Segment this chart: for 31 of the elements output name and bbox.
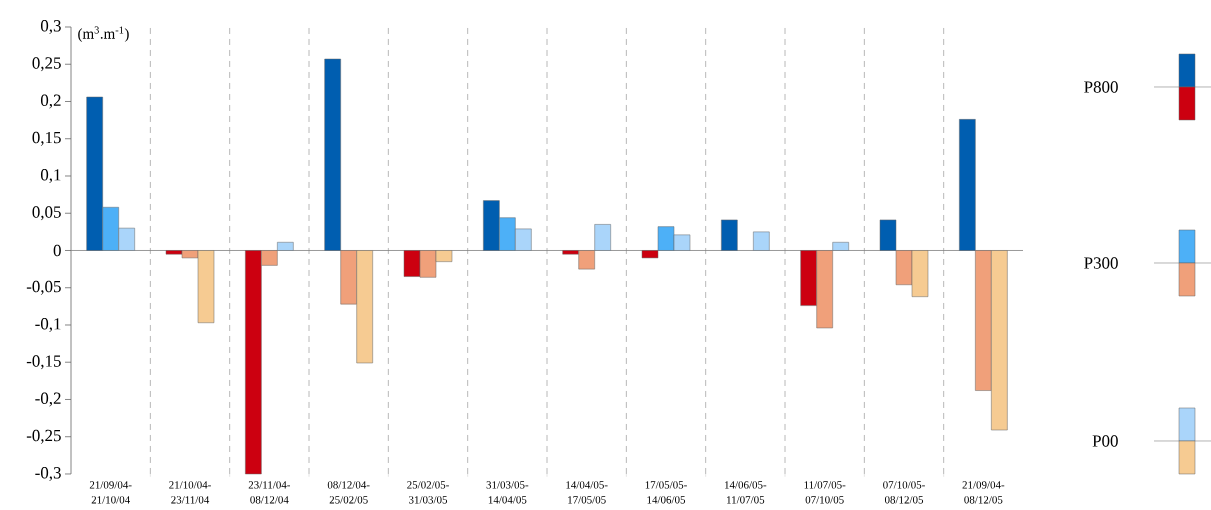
- bar: [721, 219, 738, 251]
- x-tick-label: 08/12/04-25/02/05: [327, 481, 370, 504]
- y-tick-label: -0,1: [35, 318, 61, 332]
- x-tick-label: 17/05/05-14/06/05: [645, 481, 687, 504]
- y-tick-label: 0,1: [40, 169, 61, 183]
- y-tick-label: 0,15: [32, 131, 61, 146]
- y-tick-label: -0,15: [26, 355, 61, 370]
- y-tick-label: -0,05: [26, 280, 61, 295]
- text: P800: [1084, 81, 1118, 93]
- y-tick-label: -0,25: [26, 429, 61, 444]
- x-tick-label: 25/02/05-31/03/05: [407, 481, 449, 504]
- x-tick-label: 21/09/04-21/10/04: [89, 481, 132, 504]
- y-tick-label: 0,25: [32, 57, 61, 72]
- y-axis-title: (m$^{3}$.m$^{-1}$): [78, 26, 129, 42]
- y-tick-label: -0,3: [35, 467, 61, 481]
- x-tick-label: 21/10/04-23/11/04: [169, 481, 211, 504]
- y-tick-label: -0,2: [35, 392, 61, 407]
- x-tick-label: 07/10/05-08/12/05: [883, 481, 925, 504]
- y-tick-label: 0,2: [40, 94, 61, 109]
- text: P300: [1084, 257, 1118, 269]
- x-tick-label: 31/03/05-14/04/05: [486, 481, 529, 504]
- text: P00: [1092, 435, 1118, 447]
- x-tick-label: 21/09/04-08/12/05: [962, 481, 1005, 504]
- y-tick-label: 0: [53, 244, 61, 257]
- x-tick-label: 14/06/05-11/07/05: [725, 481, 767, 504]
- x-tick-label: 23/11/04-08/12/04: [248, 481, 291, 504]
- y-tick-label: 0,3: [40, 20, 61, 34]
- bar: [753, 231, 770, 251]
- x-tick-label: 14/04/05-17/05/05: [566, 481, 608, 504]
- y-tick-label: 0,05: [32, 206, 61, 221]
- x-tick-label: 11/07/05-07/10/05: [804, 481, 846, 504]
